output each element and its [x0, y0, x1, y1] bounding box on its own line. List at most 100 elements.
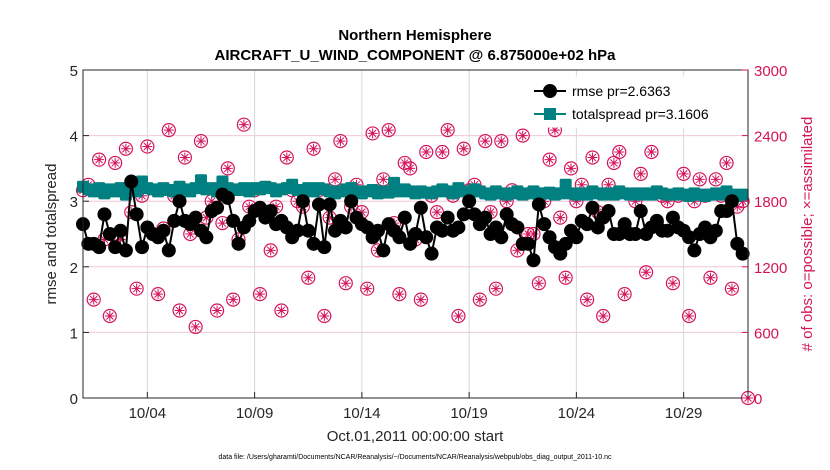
obs-assimilated-marker — [228, 294, 239, 305]
rmse-point — [231, 236, 246, 251]
rmse-point — [92, 240, 107, 255]
obs-assimilated-marker — [667, 278, 678, 289]
obs-assimilated-marker — [254, 289, 265, 300]
obs-assimilated-marker — [362, 283, 373, 294]
obs-possible-marker — [381, 123, 396, 138]
obs-assimilated-marker — [217, 218, 228, 229]
obs-assimilated-marker — [324, 212, 335, 223]
rmse-point — [462, 194, 477, 209]
obs-point — [488, 281, 504, 296]
obs-possible-marker — [553, 210, 568, 225]
obs-assimilated-marker — [684, 311, 695, 321]
obs-point — [708, 172, 723, 187]
obs-possible-marker — [719, 155, 734, 171]
rmse-point — [306, 236, 321, 251]
obs-point — [129, 281, 144, 296]
obs-assimilated-marker — [265, 245, 276, 256]
obs-possible-marker — [681, 308, 697, 324]
obs-possible-marker — [209, 303, 225, 318]
obs-possible-marker — [150, 287, 166, 302]
totalspread-point — [194, 174, 207, 187]
y-right-tick-label: 600 — [754, 325, 779, 342]
x-tick-label: 10/19 — [450, 405, 488, 422]
obs-assimilated-marker — [120, 143, 131, 154]
obs-assimilated-marker — [646, 147, 657, 157]
obs-assimilated-marker — [153, 289, 164, 300]
y-right-tick-label: 2400 — [754, 129, 787, 146]
obs-assimilated-marker — [598, 311, 609, 321]
legend-rmse-marker — [543, 84, 557, 98]
obs-point — [472, 292, 487, 307]
obs-possible-marker — [612, 144, 627, 160]
obs-assimilated-marker — [442, 125, 453, 136]
obs-assimilated-marker — [104, 311, 115, 321]
rmse-point — [295, 194, 310, 209]
obs-point — [397, 155, 412, 171]
y-tick-label: 4 — [70, 129, 78, 146]
rmse-point — [585, 200, 600, 215]
obs-assimilated-marker — [485, 207, 496, 218]
obs-assimilated-marker — [641, 267, 652, 278]
obs-assimilated-marker — [544, 154, 555, 165]
obs-point — [188, 319, 203, 335]
y-right-tick-label: 1200 — [754, 260, 787, 277]
legend: rmse pr=2.6363 totalspread pr=3.1606 — [526, 76, 744, 128]
rmse-point — [580, 217, 595, 232]
obs-possible-marker — [644, 144, 659, 160]
rmse-point — [118, 243, 133, 258]
obs-assimilated-marker — [694, 174, 705, 185]
rmse-point — [167, 213, 182, 228]
rmse-point — [301, 223, 316, 238]
totalspread-point — [119, 188, 132, 201]
rmse-point — [161, 243, 176, 258]
legend-rmse-label: rmse pr=2.6363 — [572, 83, 671, 99]
legend-spread-marker — [544, 108, 556, 120]
obs-assimilated-marker — [195, 136, 206, 147]
rmse-point — [108, 240, 123, 255]
obs-assimilated-marker — [179, 152, 190, 163]
obs-possible-marker — [177, 150, 192, 165]
rmse-point — [102, 227, 117, 241]
obs-point — [161, 123, 176, 138]
obs-assimilated-marker — [99, 234, 110, 245]
obs-assimilated-marker — [533, 278, 544, 289]
obs-possible-marker — [542, 152, 557, 167]
obs-possible-marker — [274, 303, 289, 318]
obs-assimilated-marker — [549, 125, 560, 136]
x-axis-label: Oct.01,2011 00:00:00 start — [327, 428, 504, 445]
rmse-point — [537, 217, 552, 232]
obs-assimilated-marker — [571, 196, 582, 207]
obs-possible-marker — [220, 161, 235, 176]
obs-point — [440, 123, 455, 138]
obs-possible-marker — [676, 166, 691, 181]
obs-assimilated-marker — [710, 174, 721, 185]
obs-assimilated-marker — [110, 157, 121, 168]
obs-point — [301, 270, 316, 285]
obs-possible-marker — [585, 150, 600, 165]
obs-assimilated-marker — [303, 272, 314, 283]
obs-assimilated-marker — [608, 157, 619, 168]
rmse-point — [633, 204, 648, 219]
rmse-point — [708, 223, 723, 238]
obs-point — [435, 144, 450, 160]
obs-assimilated-marker — [614, 147, 625, 157]
x-tick-label: 10/09 — [236, 405, 274, 422]
obs-point — [118, 141, 134, 156]
obs-possible-marker — [86, 292, 101, 307]
obs-assimilated-marker — [185, 229, 196, 239]
rmse-point — [188, 210, 203, 225]
obs-assimilated-marker — [528, 229, 539, 239]
obs-possible-marker — [263, 243, 278, 258]
rmse-point — [408, 227, 423, 241]
rmse-point — [311, 197, 326, 212]
rmse-point — [413, 200, 428, 215]
obs-assimilated-marker — [383, 125, 394, 136]
legend-box — [526, 76, 744, 128]
obs-possible-marker — [456, 141, 471, 156]
obs-assimilated-marker — [131, 283, 142, 294]
obs-assimilated-marker — [340, 278, 351, 289]
obs-possible-marker — [140, 139, 155, 154]
totalspread-series — [77, 174, 749, 202]
rmse-point — [113, 223, 128, 238]
obs-possible-marker — [306, 141, 321, 156]
